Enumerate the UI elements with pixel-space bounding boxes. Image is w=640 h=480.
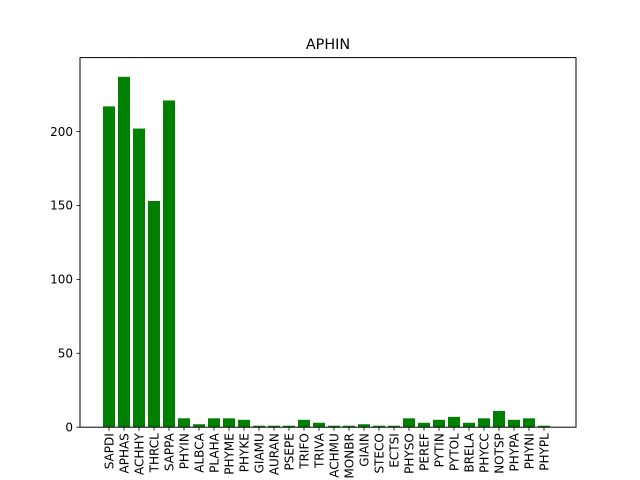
bar-peref xyxy=(418,422,430,428)
bar-ectsi xyxy=(388,425,400,428)
x-tick-label: TRIFO xyxy=(298,433,312,470)
y-tick-label: 100 xyxy=(50,273,73,287)
bar-phyin xyxy=(178,418,190,428)
x-tick-label: GIAMU xyxy=(253,433,267,473)
x-tick-label: PHYCC xyxy=(478,433,492,473)
bar-aphas xyxy=(118,76,130,428)
y-tick-label: 0 xyxy=(65,421,73,435)
bar-phypl xyxy=(538,425,550,428)
bar-pytin xyxy=(433,419,445,428)
x-tick-label: ACHMU xyxy=(328,433,342,478)
x-tick-label: PHYNI xyxy=(523,433,537,469)
bar-triva xyxy=(313,422,325,428)
bar-plaha xyxy=(208,418,220,428)
bar-giain xyxy=(358,424,370,428)
bar-trifo xyxy=(298,419,310,428)
x-tick-label: PLAHA xyxy=(208,432,222,472)
bar-sappa xyxy=(163,100,175,428)
x-tick-label: PYTIN xyxy=(433,433,447,467)
bar-physo xyxy=(403,418,415,428)
bar-sapdi xyxy=(103,106,115,428)
x-tick-label: PHYSO xyxy=(403,433,417,474)
bar-albca xyxy=(193,424,205,428)
y-tick-label: 200 xyxy=(50,125,73,139)
x-tick-label: ACHHY xyxy=(133,433,147,475)
x-tick-label: SAPPA xyxy=(163,432,177,471)
bar-monbr xyxy=(343,425,355,428)
bar-psepe xyxy=(283,425,295,428)
x-tick-label: PSEPE xyxy=(283,433,297,470)
x-tick-label: BRELA xyxy=(463,432,477,472)
bar-phyni xyxy=(523,418,535,428)
x-tick-label: TRIVA xyxy=(313,432,327,469)
bar-phyme xyxy=(223,418,235,428)
bar-auran xyxy=(268,425,280,428)
x-tick-label: APHAS xyxy=(118,433,132,473)
x-tick-label: SAPDI xyxy=(103,433,117,469)
bars-group xyxy=(103,76,550,428)
bar-phypa xyxy=(508,419,520,428)
bar-notsp xyxy=(493,410,505,428)
x-tick-label: THRCL xyxy=(148,433,162,473)
x-tick-label: STECO xyxy=(373,433,387,473)
bar-steco xyxy=(373,425,385,428)
x-axis: SAPDI APHAS ACHHY THRCL SAPPA PHYIN ALBCA PLAHA… xyxy=(103,427,552,479)
x-tick-label: MONBR xyxy=(343,433,357,478)
x-tick-label: NOTSP xyxy=(493,433,507,474)
x-tick-label: PHYPA xyxy=(508,432,522,471)
y-tick-label: 150 xyxy=(50,199,73,213)
x-tick-label: ECTSI xyxy=(388,433,402,467)
x-tick-label: PEREF xyxy=(418,433,432,471)
y-tick-label: 50 xyxy=(58,347,73,361)
y-axis: 0 50 100 150 200 xyxy=(50,125,80,435)
bar-thrcl xyxy=(148,201,160,428)
bar-achmu xyxy=(328,425,340,428)
bar-brela xyxy=(463,422,475,428)
x-tick-label: AURAN xyxy=(268,433,282,475)
bar-giamu xyxy=(253,425,265,428)
x-tick-label: PHYIN xyxy=(178,433,192,469)
x-tick-label: GIAIN xyxy=(358,433,372,467)
bar-phycc xyxy=(478,418,490,428)
x-tick-label: PHYPL xyxy=(538,433,552,471)
x-tick-label: PYTOL xyxy=(448,433,462,471)
x-tick-label: PHYKE xyxy=(238,433,252,472)
chart-title: APHIN xyxy=(306,37,350,53)
bar-phyke xyxy=(238,419,250,428)
x-tick-label: ALBCA xyxy=(193,432,207,472)
bar-achhy xyxy=(133,128,145,428)
x-tick-label: PHYME xyxy=(223,433,237,475)
plot-frame xyxy=(79,57,577,428)
bar-pytol xyxy=(448,416,460,428)
